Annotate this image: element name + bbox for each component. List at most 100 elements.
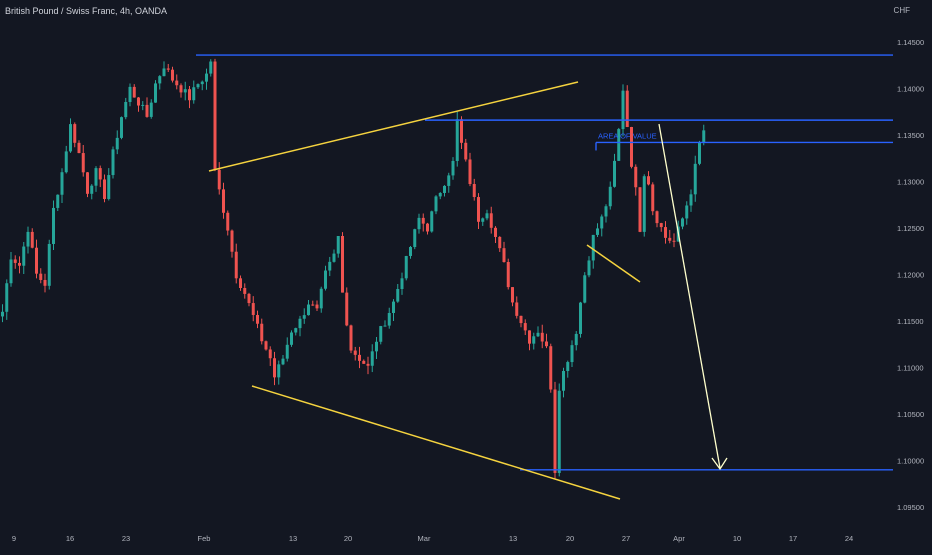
candle-body	[383, 325, 387, 327]
candle-body	[120, 117, 123, 138]
candle-body	[81, 153, 85, 173]
y-tick-label: 1.13500	[897, 131, 924, 140]
y-tick-label: 1.11000	[897, 364, 924, 373]
candle-body	[549, 346, 553, 390]
candle-body	[137, 97, 140, 106]
upper-trendline	[208, 81, 579, 172]
candle-body	[43, 279, 47, 286]
x-tick-label: 9	[12, 534, 16, 543]
projection-arrowhead	[711, 457, 728, 471]
candle-body	[64, 151, 68, 173]
candle-body	[638, 187, 642, 232]
candle-body	[30, 231, 34, 248]
candle-body	[587, 260, 591, 276]
candle-body	[634, 166, 638, 188]
candle-body	[69, 124, 72, 152]
candle-body	[179, 85, 183, 93]
candle-body	[366, 363, 370, 366]
candle-body	[298, 318, 302, 329]
candle-body	[528, 330, 531, 344]
candle-body	[273, 358, 276, 378]
candle-body	[22, 246, 26, 266]
candle-body	[285, 344, 289, 359]
candle-body	[438, 192, 442, 197]
candle-body	[668, 237, 672, 241]
candle-body	[477, 197, 480, 222]
candle-body	[243, 288, 247, 294]
candle-body	[413, 229, 417, 248]
x-tick-label: 20	[344, 534, 352, 543]
candle-body	[647, 176, 650, 185]
candle-body	[290, 332, 293, 345]
candle-body	[192, 87, 196, 101]
candle-body	[247, 293, 251, 304]
x-tick-label: 27	[622, 534, 630, 543]
candle-body	[98, 168, 102, 180]
candle-body	[485, 213, 489, 219]
x-tick-label: Mar	[418, 534, 431, 543]
candle-body	[217, 169, 221, 190]
candle-body	[430, 211, 434, 232]
candle-body	[447, 175, 451, 186]
chart-title: British Pound / Swiss Franc, 4h, OANDA	[5, 6, 168, 16]
candle-body	[630, 127, 633, 167]
candle-body	[502, 248, 506, 263]
candle-body	[515, 302, 519, 316]
candle-body	[566, 362, 570, 371]
candle-body	[175, 80, 179, 86]
candle-body	[392, 301, 395, 314]
candle-body	[353, 350, 357, 355]
candle-body	[613, 160, 616, 187]
candle-body	[625, 90, 629, 128]
candle-body	[234, 251, 238, 279]
candle-body	[693, 163, 697, 195]
candle-body	[689, 194, 693, 206]
candle-body	[545, 341, 548, 347]
y-tick-label: 1.13000	[897, 178, 924, 187]
x-tick-label: Apr	[673, 534, 685, 543]
candle-body	[664, 227, 667, 238]
candle-body	[375, 341, 378, 352]
candle-body	[319, 288, 323, 309]
candle-body	[396, 288, 400, 302]
candle-body	[128, 86, 132, 102]
y-tick-label: 1.12000	[897, 271, 924, 280]
candle-body	[230, 230, 234, 252]
candle-body	[302, 315, 306, 319]
x-tick-label: 16	[66, 534, 74, 543]
candle-body	[464, 142, 468, 160]
candle-body	[702, 130, 706, 143]
y-tick-label: 1.09500	[897, 503, 924, 512]
y-tick-label: 1.14500	[897, 38, 924, 47]
candle-body	[443, 185, 446, 193]
candle-body	[205, 73, 208, 82]
candle-body	[1, 311, 4, 317]
candle-body	[451, 160, 455, 176]
currency-label: CHF	[893, 6, 910, 15]
candle-body	[604, 206, 608, 217]
candle-body	[239, 278, 242, 289]
lower-trendline	[251, 385, 621, 500]
projection-arrow-line	[658, 123, 721, 469]
x-tick-label: 10	[733, 534, 741, 543]
candle-body	[579, 302, 582, 334]
candle-body	[222, 189, 225, 213]
candle-body	[336, 235, 340, 254]
candle-body	[404, 255, 408, 279]
x-tick-label: 20	[566, 534, 574, 543]
candle-body	[349, 325, 353, 351]
candle-body	[188, 89, 191, 101]
candle-body	[685, 205, 689, 219]
x-tick-label: 24	[845, 534, 853, 543]
candle-body	[52, 207, 55, 244]
candle-body	[583, 275, 587, 303]
candle-body	[13, 259, 17, 263]
x-tick-label: 17	[789, 534, 797, 543]
candle-body	[532, 336, 536, 344]
candle-body	[200, 81, 204, 85]
candle-body	[651, 184, 655, 212]
candle-body	[472, 184, 476, 198]
candle-body	[35, 247, 38, 274]
